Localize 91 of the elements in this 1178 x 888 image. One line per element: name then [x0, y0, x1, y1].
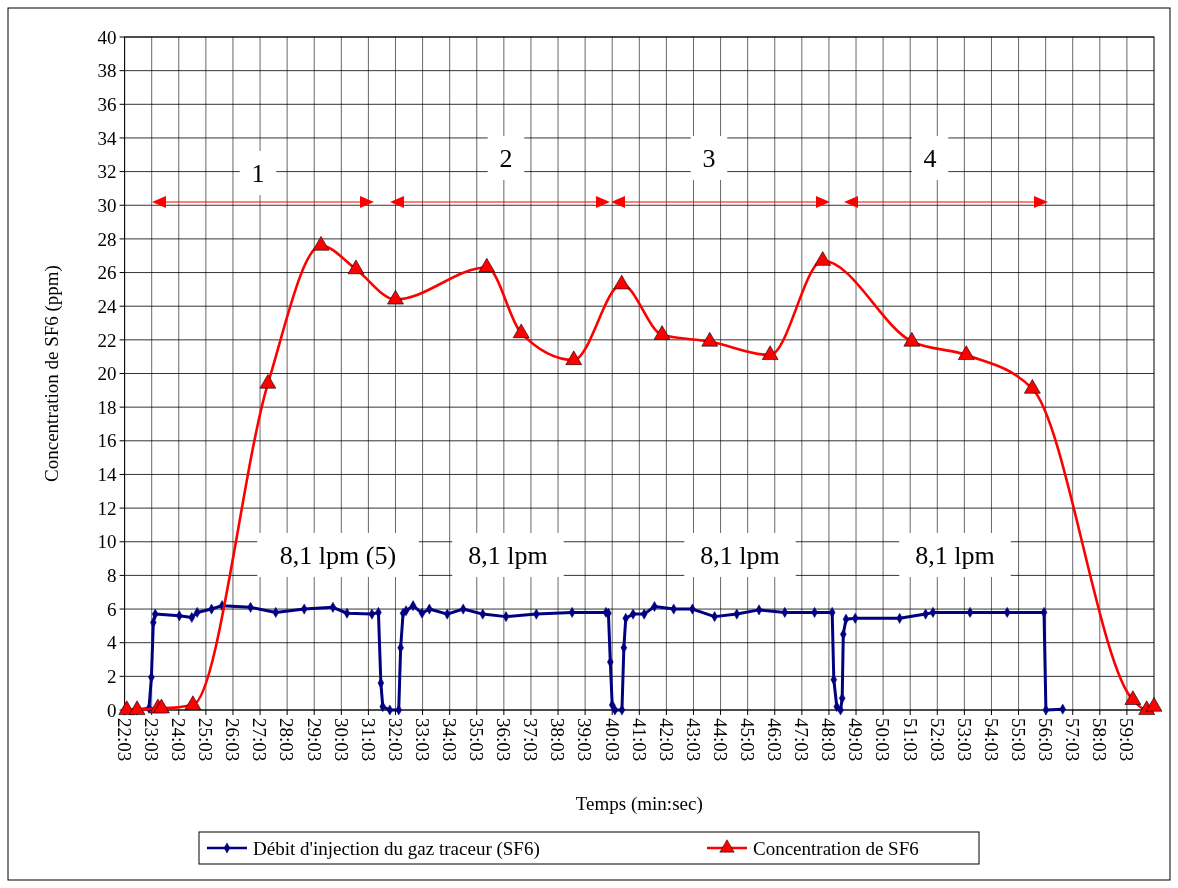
x-tick-label: 40:03: [601, 718, 623, 762]
point: [387, 289, 404, 305]
x-tick-label: 47:03: [791, 718, 813, 762]
point: [653, 325, 671, 340]
point: [184, 695, 202, 710]
y-tick-label: 40: [97, 26, 117, 48]
x-tick-label: 39:03: [574, 718, 596, 762]
point: [312, 236, 330, 251]
point: [1145, 697, 1163, 712]
y-tick-label: 18: [97, 396, 117, 418]
x-tick-label: 53:03: [953, 718, 975, 762]
x-tick-label: 41:03: [628, 718, 650, 762]
y-axis-title: Concentration de SF6 (ppm): [41, 265, 63, 482]
x-tick-label: 54:03: [980, 718, 1002, 762]
point: [347, 259, 365, 275]
x-tick-label: 26:03: [222, 718, 244, 762]
x-axis-title: Temps (min:sec): [575, 793, 703, 815]
y-tick-label: 12: [97, 497, 117, 519]
y-tick-label: 4: [107, 632, 118, 654]
x-tick-label: 27:03: [249, 718, 271, 762]
x-tick-label: 51:03: [899, 718, 921, 762]
y-tick-label: 10: [97, 531, 117, 553]
x-tick-label: 35:03: [466, 718, 488, 762]
x-tick-label: 22:03: [113, 718, 135, 762]
x-tick-label: 48:03: [818, 718, 840, 762]
point: [153, 698, 170, 714]
y-tick-label: 38: [97, 60, 117, 82]
point: [1024, 379, 1041, 394]
annotation: 1: [251, 159, 265, 189]
point: [701, 332, 718, 347]
x-tick-label: 33:03: [411, 718, 433, 762]
x-tick-label: 31:03: [357, 718, 379, 762]
x-tick-label: 55:03: [1007, 718, 1029, 762]
y-tick-label: 22: [97, 329, 117, 351]
x-tick-label: 43:03: [682, 718, 704, 762]
x-tick-label: 49:03: [845, 718, 867, 762]
legend-label: Concentration de SF6: [753, 837, 919, 859]
y-tick-label: 30: [97, 194, 117, 216]
y-tick-label: 6: [107, 598, 117, 620]
y-tick-label: 32: [97, 161, 117, 183]
annotation: 4: [923, 144, 937, 174]
y-tick-label: 16: [97, 430, 117, 452]
x-tick-label: 24:03: [168, 718, 190, 762]
y-tick-label: 8: [107, 565, 117, 587]
x-tick-label: 52:03: [926, 718, 948, 762]
point: [512, 323, 530, 339]
point: [613, 274, 630, 290]
y-tick-label: 36: [97, 93, 117, 115]
y-tick-label: 24: [97, 295, 118, 317]
y-tick-label: 26: [97, 262, 117, 284]
x-tick-label: 34:03: [439, 718, 461, 762]
y-tick-label: 2: [107, 666, 117, 687]
x-tick-label: 29:03: [303, 718, 325, 762]
x-tick-label: 38:03: [547, 718, 569, 762]
x-tick-label: 50:03: [872, 718, 894, 762]
y-tick-label: 28: [97, 228, 117, 250]
point: [814, 251, 831, 266]
y-tick-label: 34: [97, 127, 118, 149]
point: [259, 374, 277, 389]
x-tick-label: 28:03: [276, 718, 298, 762]
point: [565, 350, 583, 365]
x-tick-label: 36:03: [493, 718, 515, 762]
x-tick-label: 42:03: [655, 718, 677, 762]
x-tick-label: 30:03: [330, 718, 352, 762]
x-tick-label: 58:03: [1089, 718, 1111, 762]
y-tick-label: 14: [97, 464, 118, 486]
point: [761, 345, 779, 360]
point: [958, 345, 975, 360]
point: [478, 258, 496, 273]
x-tick-label: 57:03: [1062, 718, 1084, 762]
x-tick-label: 56:03: [1034, 718, 1056, 762]
annotation: 8,1 lpm: [915, 541, 995, 571]
annotation: 8,1 lpm: [468, 541, 548, 571]
x-tick-label: 45:03: [737, 718, 759, 762]
x-tick-label: 23:03: [141, 718, 163, 762]
x-tick-label: 32:03: [384, 718, 406, 762]
x-tick-label: 59:03: [1116, 718, 1138, 762]
point: [1124, 690, 1142, 705]
x-tick-label: 37:03: [520, 718, 542, 762]
point: [128, 700, 146, 715]
annotation: 8,1 lpm: [700, 541, 780, 571]
x-tick-label: 44:03: [709, 718, 731, 762]
annotation: 2: [499, 144, 513, 174]
annotation: 8,1 lpm (5): [279, 541, 397, 571]
legend-label: Débit d'injection du gaz traceur (SF6): [253, 837, 540, 860]
x-tick-label: 25:03: [195, 718, 217, 762]
x-tick-label: 46:03: [764, 718, 786, 762]
y-tick-label: 0: [107, 699, 117, 721]
annotation: 3: [702, 144, 716, 174]
point: [903, 332, 921, 347]
y-tick-label: 20: [97, 363, 117, 385]
